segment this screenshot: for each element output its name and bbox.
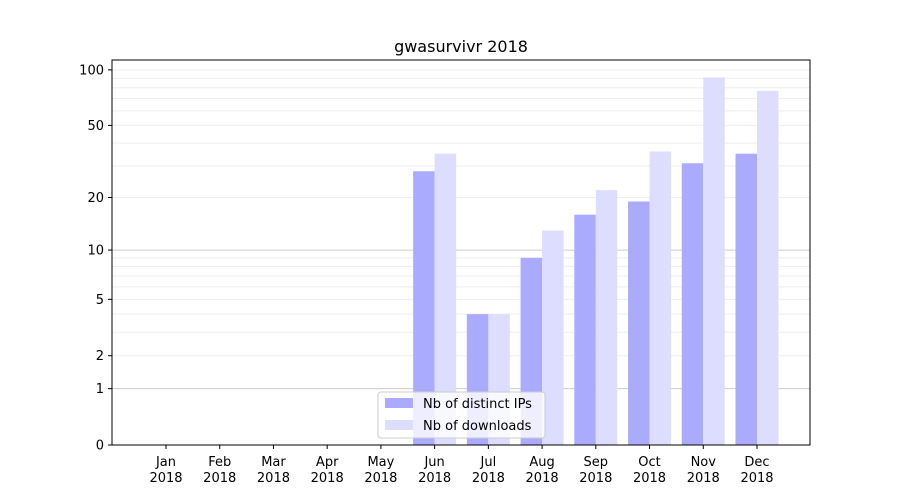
x-tick-label-line: Feb bbox=[208, 455, 231, 470]
x-tick-label: Sep 2018 bbox=[579, 455, 612, 486]
x-tick-label-line: 2018 bbox=[311, 471, 344, 486]
y-tick-label: 100 bbox=[79, 63, 104, 78]
x-tick-label-line: Oct bbox=[638, 455, 660, 470]
x-tick-label-line: 2018 bbox=[149, 471, 182, 486]
x-tick-label-line: 2018 bbox=[526, 471, 559, 486]
x-tick-label-line: 2018 bbox=[418, 471, 451, 486]
bar-ips bbox=[628, 201, 650, 445]
legend: Nb of distinct IPs Nb of downloads bbox=[377, 391, 546, 439]
x-tick-label-line: Aug bbox=[529, 455, 554, 470]
bar-downloads bbox=[703, 77, 725, 445]
x-tick-label-line: 2018 bbox=[257, 471, 290, 486]
x-tick-label: Oct 2018 bbox=[633, 455, 666, 486]
bar-downloads bbox=[434, 153, 457, 446]
x-tick-label-line: Mar bbox=[261, 455, 286, 470]
bar-ips bbox=[681, 163, 704, 445]
y-tick-label: 0 bbox=[96, 439, 104, 454]
y-axis: 0 1 2 5 10 20 50 100 bbox=[79, 63, 112, 454]
y-tick-label: 1 bbox=[96, 382, 104, 397]
chart-title: gwasurvivr 2018 bbox=[394, 37, 528, 56]
legend-swatch-downloads bbox=[385, 420, 413, 430]
x-tick-label: Feb 2018 bbox=[203, 455, 236, 486]
y-tick-label: 2 bbox=[96, 349, 104, 364]
x-tick-label: Aug 2018 bbox=[526, 455, 559, 486]
y-tick-label: 10 bbox=[87, 244, 104, 259]
x-tick-label: Jun 2018 bbox=[418, 455, 451, 486]
y-tick-label: 5 bbox=[96, 293, 104, 308]
x-tick-label: Jan 2018 bbox=[149, 455, 182, 486]
x-tick-label: Mar 2018 bbox=[257, 455, 290, 486]
bar-downloads bbox=[542, 230, 564, 445]
y-tick-label: 50 bbox=[87, 119, 104, 134]
legend-box bbox=[377, 391, 546, 439]
x-tick-label-line: 2018 bbox=[203, 471, 236, 486]
x-tick-label-line: Sep bbox=[584, 455, 609, 470]
x-tick-label-line: Nov bbox=[691, 455, 717, 470]
x-tick-label-line: May bbox=[367, 455, 394, 470]
x-tick-label: Jul 2018 bbox=[472, 455, 505, 486]
x-tick-label-line: 2018 bbox=[364, 471, 397, 486]
legend-label-downloads: Nb of downloads bbox=[423, 419, 532, 434]
x-tick-label: Dec 2018 bbox=[740, 455, 773, 486]
bar-ips bbox=[574, 214, 596, 445]
grid bbox=[112, 69, 810, 390]
x-tick-label-line: Dec bbox=[744, 455, 769, 470]
y-tick-label: 20 bbox=[87, 191, 104, 206]
bar-downloads bbox=[757, 90, 779, 445]
x-tick-label-line: 2018 bbox=[579, 471, 612, 486]
bar-downloads bbox=[649, 151, 672, 446]
x-tick-label-line: Jun bbox=[423, 455, 444, 470]
x-tick-label: Nov 2018 bbox=[687, 455, 720, 486]
x-tick-label: Apr 2018 bbox=[311, 455, 344, 486]
x-tick-label-line: 2018 bbox=[740, 471, 773, 486]
plot-frame bbox=[111, 59, 811, 446]
bar-ips bbox=[735, 153, 757, 446]
bar-downloads bbox=[595, 190, 618, 445]
x-tick-label-line: Apr bbox=[316, 455, 339, 470]
bar-ips bbox=[413, 171, 435, 445]
x-tick-label-line: Jan bbox=[155, 455, 176, 470]
x-tick-label-line: Jul bbox=[480, 455, 497, 470]
legend-swatch-ips bbox=[385, 398, 413, 408]
x-tick-label-line: 2018 bbox=[687, 471, 720, 486]
x-tick-label-line: 2018 bbox=[633, 471, 666, 486]
x-tick-label: May 2018 bbox=[364, 455, 397, 486]
legend-label-ips: Nb of distinct IPs bbox=[423, 397, 532, 412]
bars bbox=[413, 77, 779, 446]
x-tick-label-line: 2018 bbox=[472, 471, 505, 486]
